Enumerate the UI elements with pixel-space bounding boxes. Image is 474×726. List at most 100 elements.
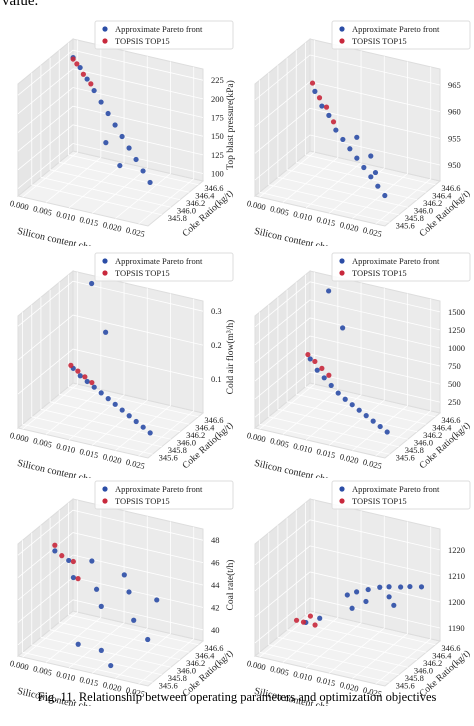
z-tick-label: 0.2 <box>211 340 222 350</box>
grid-line <box>45 505 102 663</box>
grid-line <box>17 314 204 361</box>
x-tick-label: 0.025 <box>125 225 146 239</box>
grid-line <box>268 304 399 448</box>
data-point <box>307 613 314 619</box>
data-point <box>347 146 353 152</box>
grid-line <box>352 61 408 219</box>
data-point <box>356 407 362 413</box>
z-tick-label: 1210 <box>448 571 465 581</box>
data-point <box>126 413 132 419</box>
data-point <box>126 589 132 595</box>
data-point <box>319 365 325 371</box>
data-point <box>330 119 337 125</box>
data-point <box>333 127 339 133</box>
z-tick-label: 1220 <box>448 545 465 555</box>
x-tick-label: 0.025 <box>362 225 383 239</box>
grid-line <box>254 597 441 644</box>
grid-line <box>329 288 385 446</box>
grid-line <box>254 371 441 418</box>
z-tick-label: 250 <box>448 397 461 407</box>
grid-line <box>31 532 162 676</box>
grid-line <box>375 66 432 225</box>
y-tick-label: 346.4 <box>195 650 215 660</box>
z-tick-label: 1190 <box>448 623 465 633</box>
y-tick-label: 346.4 <box>432 190 452 200</box>
data-point <box>66 557 72 564</box>
data-point <box>354 134 360 140</box>
z-tick-label: 1500 <box>448 307 465 317</box>
legend-marker <box>102 38 108 44</box>
grid-line <box>92 516 148 674</box>
z-tick-label: 150 <box>211 131 224 141</box>
z-tick-label: 0.3 <box>211 306 222 316</box>
data-point <box>75 641 81 647</box>
x-tick-label: 0.015 <box>79 674 100 688</box>
legend-marker <box>339 38 345 44</box>
y-tick-label: 346.4 <box>195 422 215 432</box>
grid-line <box>17 68 204 115</box>
x-tick-label: 0.000 <box>9 198 30 212</box>
chart-panel: 0.000 0.005 0.010 0.015 0.020 0.025 345.6 345.8… <box>237 478 474 706</box>
grid-line <box>68 510 125 669</box>
y-tick-label: 345.8 <box>168 673 187 683</box>
chart: 0.000 0.005 0.010 0.015 0.020 0.025 345.6345.8… <box>246 252 472 478</box>
grid-line <box>268 72 399 216</box>
grid-line <box>45 45 102 203</box>
data-point <box>312 88 318 94</box>
data-point <box>147 430 153 436</box>
data-point <box>293 617 300 623</box>
data-point <box>377 584 383 590</box>
chart-panel: 0.000 0.005 0.010 0.015 0.020 0.025 345.6 345.8… <box>0 250 237 478</box>
legend-label: Approximate Pareto front <box>352 484 440 494</box>
grid-line <box>259 80 390 223</box>
y-tick-label: 345.6 <box>159 452 178 462</box>
data-point <box>98 99 104 105</box>
x-tick-label: 0.020 <box>102 451 123 465</box>
data-point <box>316 95 323 101</box>
chart: 0.000 0.005 0.010 0.015 0.020 0.025 345.6345.8… <box>246 480 472 706</box>
y-tick-label: 346.2 <box>186 658 205 668</box>
legend-marker <box>102 258 108 264</box>
chart: 0.000 0.005 0.010 0.015 0.020 0.025 345.8346.0… <box>9 20 236 246</box>
data-point <box>344 592 350 598</box>
data-point <box>84 378 90 385</box>
legend-box <box>94 20 234 50</box>
y-tick-label: 345.6 <box>396 452 415 462</box>
y-tick-label: 346.0 <box>177 205 196 215</box>
caption: Fig. 11. Relationship between operating … <box>37 690 437 704</box>
grid-line <box>58 510 190 653</box>
grid-line <box>305 282 362 441</box>
legend-marker <box>339 26 345 32</box>
grid-line <box>329 56 385 214</box>
y-tick-label: 346.2 <box>423 658 442 668</box>
grid-line <box>115 521 171 679</box>
data-point <box>312 358 318 365</box>
data-point <box>98 647 104 653</box>
grid-line <box>305 510 362 669</box>
data-point <box>368 153 374 159</box>
grid-line <box>295 50 427 193</box>
legend: Approximate Pareto front TOPSIS TOP15 <box>331 480 471 510</box>
grid-line <box>68 502 199 646</box>
y-tick-label: 346.0 <box>414 437 433 447</box>
data-point <box>349 402 355 408</box>
data-point <box>317 615 323 621</box>
data-point <box>386 584 392 590</box>
x-tick-label: 0.005 <box>269 663 290 677</box>
data-point <box>386 594 392 600</box>
grid-line <box>375 298 432 457</box>
data-point <box>68 362 74 368</box>
data-point <box>108 662 114 669</box>
grid-line <box>254 571 441 618</box>
data-point <box>75 368 81 374</box>
legend-label: TOPSIS TOP15 <box>352 36 407 46</box>
grid-line <box>17 599 204 646</box>
data-point <box>89 280 95 287</box>
z-tick-label: 46 <box>211 558 220 568</box>
data-point <box>103 140 109 146</box>
x-tick-label: 0.020 <box>339 219 360 233</box>
data-point <box>377 423 383 430</box>
grid-line <box>282 505 339 663</box>
x-tick-label: 0.010 <box>292 669 313 683</box>
data-point <box>342 396 348 402</box>
